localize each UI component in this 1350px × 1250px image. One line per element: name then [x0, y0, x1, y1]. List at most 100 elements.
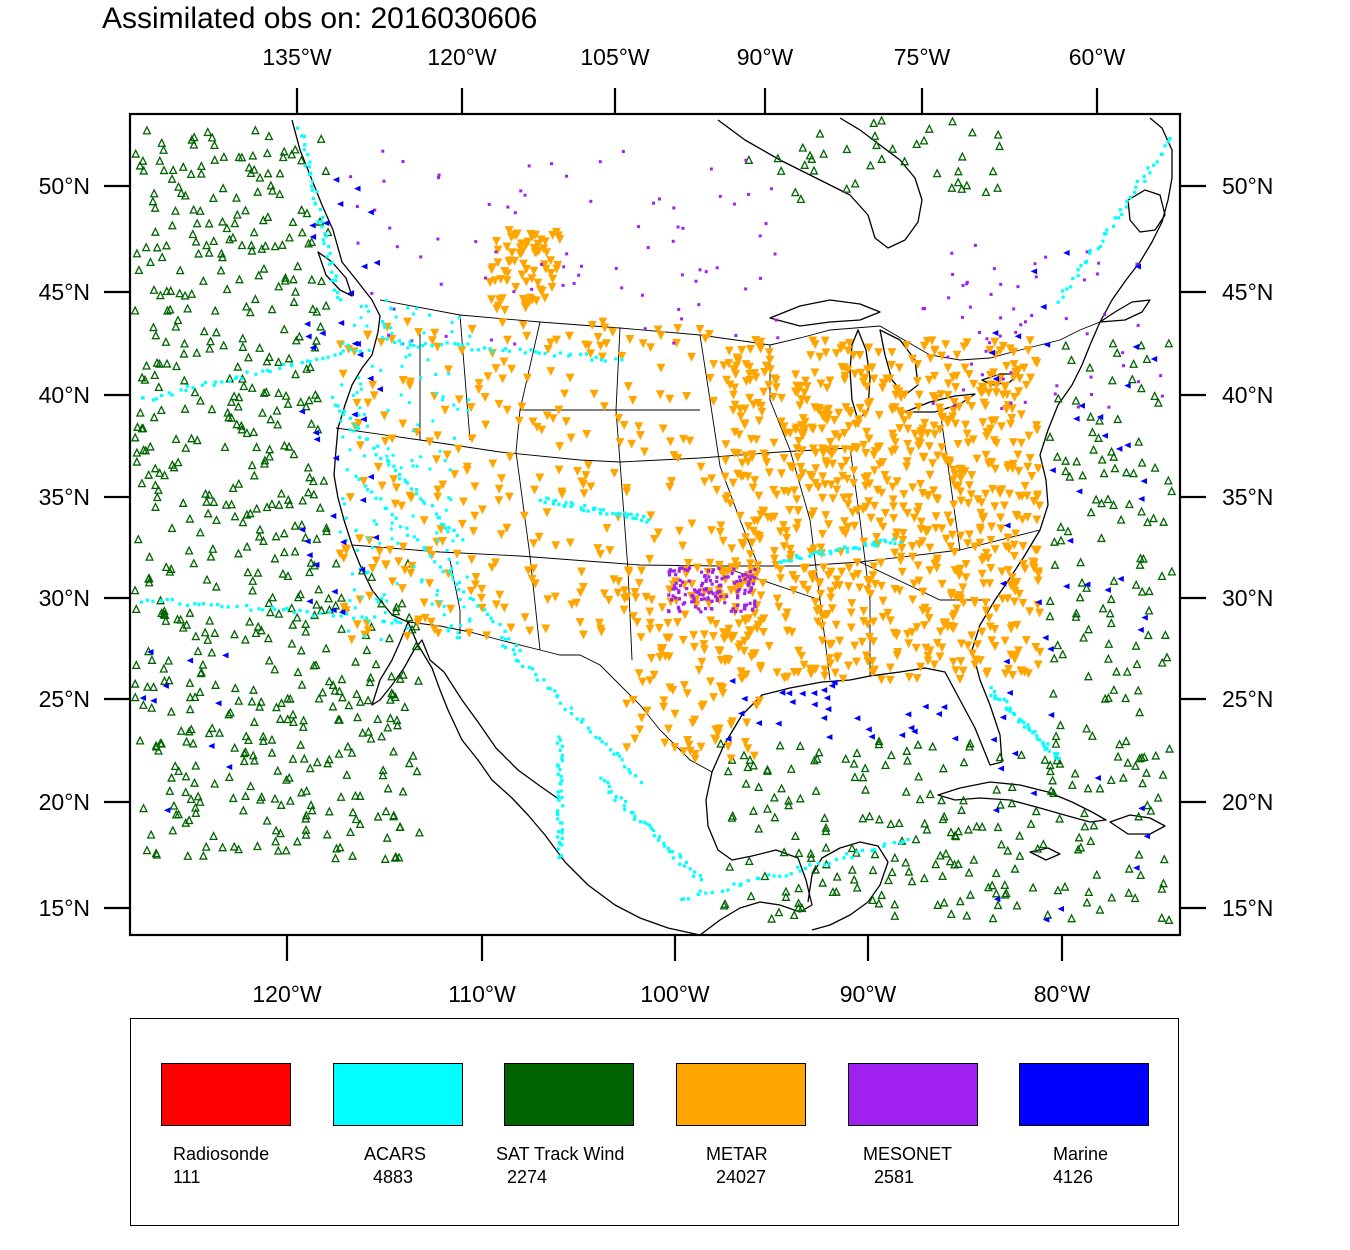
obs-marker	[1113, 216, 1117, 220]
obs-marker	[437, 516, 442, 520]
legend-item-metar: METAR 24027	[676, 1063, 806, 1188]
obs-marker	[555, 695, 559, 699]
obs-marker	[617, 511, 621, 515]
obs-marker	[564, 501, 568, 505]
obs-marker	[436, 525, 446, 534]
obs-marker	[745, 345, 755, 354]
obs-marker	[1043, 341, 1051, 348]
obs-marker	[322, 829, 332, 839]
obs-marker	[990, 464, 1000, 474]
obs-marker	[940, 704, 948, 711]
obs-marker	[365, 591, 375, 601]
obs-marker	[920, 603, 930, 613]
obs-marker	[216, 248, 226, 258]
obs-marker	[1004, 707, 1008, 711]
obs-marker	[500, 267, 510, 276]
obs-marker	[414, 675, 423, 685]
obs-marker	[335, 549, 345, 559]
legend-label-radiosonde: Radiosonde	[173, 1144, 270, 1164]
obs-marker	[782, 533, 792, 543]
obs-marker	[823, 609, 833, 619]
obs-marker	[1051, 738, 1061, 748]
obs-marker	[170, 393, 174, 397]
obs-marker	[355, 819, 365, 829]
obs-marker	[578, 480, 588, 489]
obs-marker	[215, 700, 222, 707]
obs-marker	[734, 619, 744, 629]
obs-marker	[437, 176, 441, 180]
obs-marker	[715, 527, 725, 537]
obs-marker	[601, 508, 606, 512]
obs-marker	[182, 619, 192, 629]
obs-marker	[877, 115, 887, 125]
obs-marker	[433, 342, 442, 352]
obs-marker	[912, 377, 922, 387]
obs-marker	[798, 580, 808, 590]
obs-marker	[378, 541, 382, 545]
obs-marker	[271, 825, 281, 835]
obs-marker	[319, 475, 329, 485]
obs-marker	[1012, 307, 1016, 311]
obs-marker	[657, 603, 667, 613]
obs-marker	[203, 508, 213, 518]
obs-marker	[309, 222, 316, 229]
obs-marker	[750, 609, 760, 619]
obs-marker	[387, 460, 391, 464]
obs-marker	[711, 568, 716, 572]
obs-marker	[279, 440, 289, 450]
obs-marker	[615, 438, 625, 448]
obs-marker	[347, 629, 351, 633]
obs-marker	[1053, 393, 1063, 403]
obs-marker	[503, 629, 507, 633]
obs-marker	[791, 425, 801, 435]
obs-marker	[543, 501, 547, 505]
obs-marker	[352, 398, 362, 408]
obs-marker	[507, 364, 517, 374]
obs-marker	[959, 342, 969, 352]
obs-marker	[915, 794, 925, 804]
obs-marker	[671, 577, 681, 587]
obs-marker	[757, 407, 767, 417]
obs-marker	[953, 482, 963, 491]
obs-marker	[216, 265, 226, 275]
obs-marker	[590, 358, 594, 362]
obs-marker	[565, 252, 569, 256]
obs-marker	[457, 519, 467, 529]
obs-marker	[967, 471, 977, 481]
obs-marker	[1020, 719, 1024, 723]
obs-marker	[1115, 739, 1124, 749]
obs-marker	[500, 305, 510, 315]
obs-marker	[811, 464, 821, 474]
obs-marker	[155, 290, 165, 300]
obs-marker	[209, 603, 213, 607]
obs-marker	[1048, 775, 1058, 785]
obs-marker	[892, 841, 896, 845]
obs-marker	[299, 753, 309, 763]
obs-marker	[259, 387, 269, 397]
obs-marker	[1121, 467, 1131, 477]
obs-marker	[392, 483, 401, 493]
obs-marker	[765, 365, 775, 375]
obs-marker	[247, 696, 257, 706]
obs-marker	[395, 245, 399, 249]
obs-marker	[344, 700, 354, 710]
obs-marker	[597, 352, 607, 362]
obs-marker	[1005, 344, 1015, 354]
obs-marker	[1095, 783, 1105, 793]
obs-marker	[527, 164, 531, 168]
obs-marker	[751, 435, 761, 445]
obs-marker	[249, 227, 259, 237]
obs-marker	[916, 662, 926, 672]
obs-marker	[563, 707, 567, 712]
obs-marker	[614, 266, 618, 270]
obs-marker	[749, 588, 753, 593]
obs-marker	[755, 342, 764, 352]
obs-marker	[518, 347, 522, 351]
obs-marker	[1018, 559, 1028, 569]
obs-marker	[699, 630, 709, 640]
obs-marker	[672, 341, 676, 345]
obs-marker	[732, 561, 742, 571]
obs-marker	[1118, 772, 1128, 782]
obs-marker	[228, 793, 238, 803]
obs-marker	[599, 402, 609, 412]
